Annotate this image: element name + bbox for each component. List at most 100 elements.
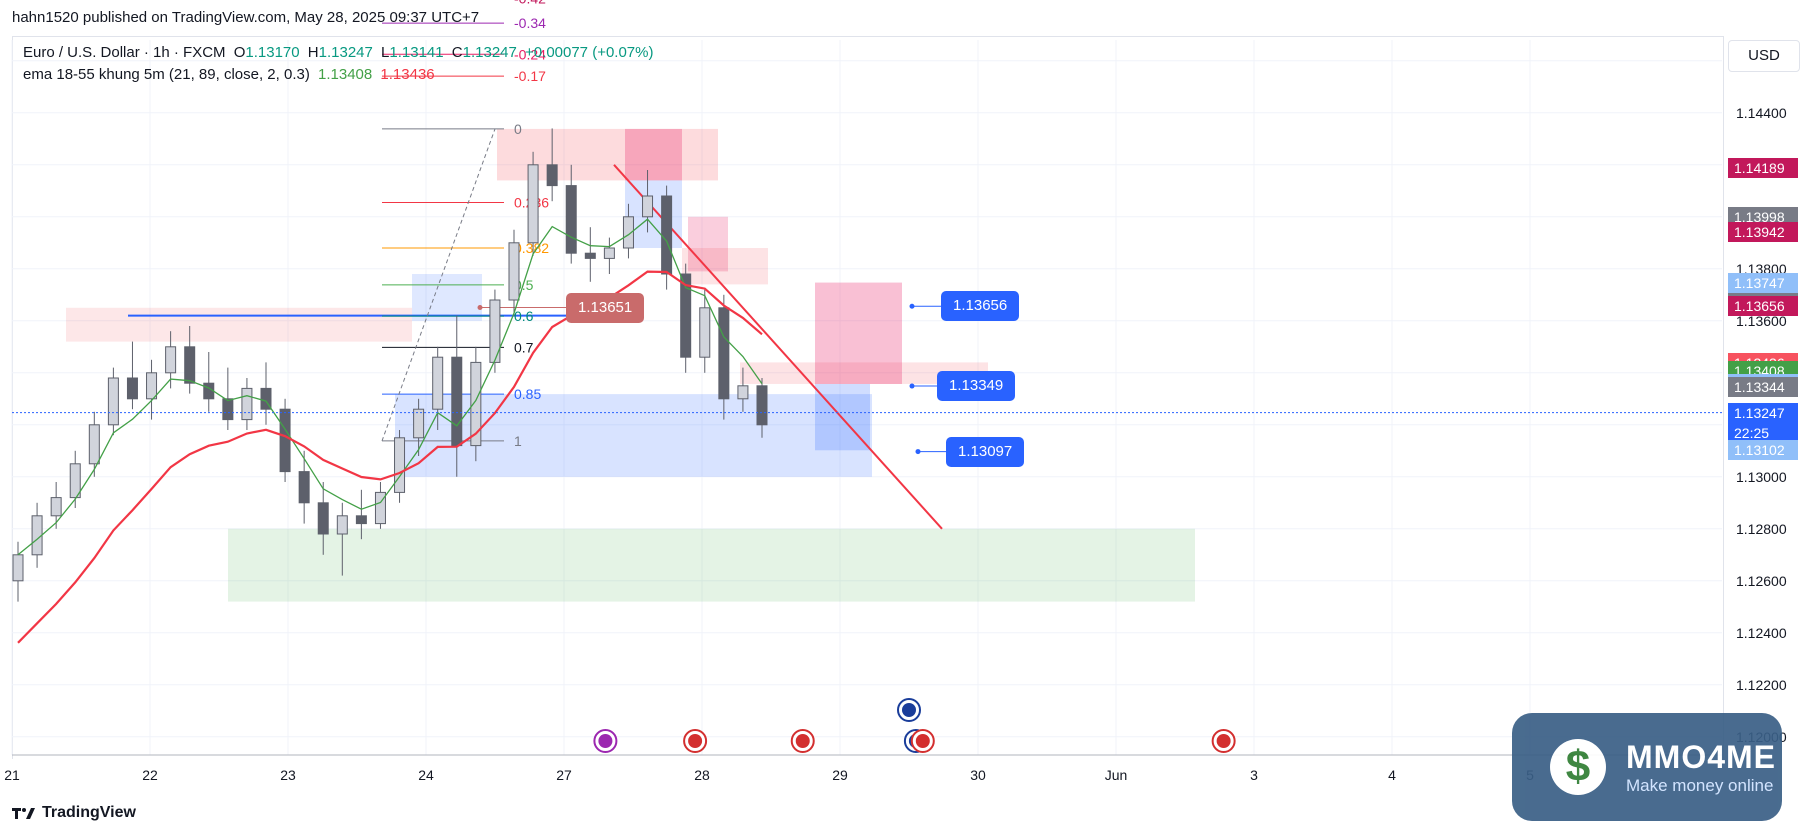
callout-anchor [915,449,921,455]
time-axis: 2122232427282930Jun345 [4,754,1722,783]
price-callout[interactable]: 1.13656 [941,291,1020,322]
price-tag: 22:25 [1728,422,1798,443]
us-flag-icon-core [688,734,703,748]
candle-body [756,385,768,426]
candle-body [107,377,119,426]
price-tick-label: 1.12200 [1736,677,1787,693]
fib-level-label: 0.85 [514,386,541,402]
candle-body [394,437,406,493]
candle-body [699,307,711,358]
watermark-tagline: Make money online [1626,775,1774,795]
legend-indicator-value-2: 1.13436 [380,66,435,83]
watermark-name: MMO4ME [1626,738,1776,775]
us-flag-icon [910,729,935,753]
legend-l-label: L [381,44,390,61]
time-tick-label: 27 [556,767,572,783]
legend-c-label: C [451,44,463,61]
fib-level-label: 0.6 [514,308,534,324]
us-flag-icon [683,729,708,753]
candle-body [451,356,463,447]
candle-body [603,247,615,259]
candle [298,450,310,524]
candle [413,398,425,456]
price-tick-label: 1.12400 [1736,625,1787,641]
candle-body [584,252,596,259]
candle-body [184,346,196,384]
candle [756,378,768,438]
candle [31,502,43,568]
price-callout[interactable]: 1.13651 [566,292,645,323]
us-flag-icon [1211,729,1236,753]
candle-body [279,408,291,473]
candle [317,482,329,555]
candle [107,367,119,436]
fib-level-label: 1 [514,433,522,449]
event-markers [593,698,1236,753]
candle-body [622,216,634,249]
candle-body [260,387,272,410]
candle [508,229,520,316]
candle [279,398,291,482]
legend-indicator-name[interactable]: ema 18-55 khung 5m (21, 89, close, 2, 0.… [23,66,310,83]
candle [336,502,348,576]
candle-body [680,273,692,358]
candle-body [718,307,730,400]
candle [584,227,596,282]
price-tick-label: 1.12600 [1736,573,1787,589]
candle [355,489,367,540]
price-tick-label: 1.12800 [1736,521,1787,537]
time-tick-label: 23 [280,767,296,783]
time-tick-label: 30 [970,767,986,783]
legend-h-label: H [307,44,319,61]
candle [432,346,444,430]
candle-body [642,195,654,218]
time-tick-label: 29 [832,767,848,783]
fib-retracement: -0.42-0.34-0.24-0.1700.2360.3820.50.60.7… [381,0,549,449]
candle [642,170,654,233]
callout-anchor [909,303,915,309]
legend-l-value: 1.13141 [389,44,444,61]
candle [718,294,730,420]
eu-flag-icon [897,698,921,722]
legend-o-label: O [233,44,246,61]
candle-body [126,377,138,400]
time-tick-label: Jun [1105,767,1128,783]
candle [50,482,62,529]
candle-body [565,185,577,254]
currency-button[interactable]: USD [1728,40,1800,72]
candle [680,263,692,373]
time-tick-label: 22 [142,767,158,783]
candle [203,352,215,412]
candle [374,482,386,529]
price-tag: 1.13102 [1728,440,1798,461]
callout-anchor [909,383,915,389]
price-tick-label: 1.14400 [1736,105,1787,121]
candle [699,289,711,373]
us-flag-icon-core [795,734,810,748]
footer: TradingView [12,804,136,822]
legend-h-value: 1.13247 [318,44,373,61]
legend-symbol[interactable]: Euro / U.S. Dollar · 1h · FXCM [23,44,226,61]
price-tick-label: 1.13000 [1736,469,1787,485]
candle-body [50,497,62,517]
ema-slow-line [17,270,763,644]
candle [146,359,158,420]
rr-stop-box [815,282,902,384]
candle-body [12,554,24,582]
candle [527,151,539,256]
price-tag: 1.14189 [1728,157,1798,178]
us-flag-icon-core [915,734,930,748]
candle [470,346,482,462]
price-callout[interactable]: 1.13097 [946,436,1025,467]
legend-c-value: 1.13247 [462,44,517,61]
fib-level-label: 0 [514,121,522,137]
candle [260,362,272,425]
supply-zone-left [66,307,412,342]
fib-level-label: -0.42 [514,0,546,6]
price-callout[interactable]: 1.13349 [937,371,1016,402]
eu-flag-icon-core [902,703,916,717]
candle-body [546,164,558,187]
candle-body [489,299,501,363]
candle-body [413,408,425,439]
